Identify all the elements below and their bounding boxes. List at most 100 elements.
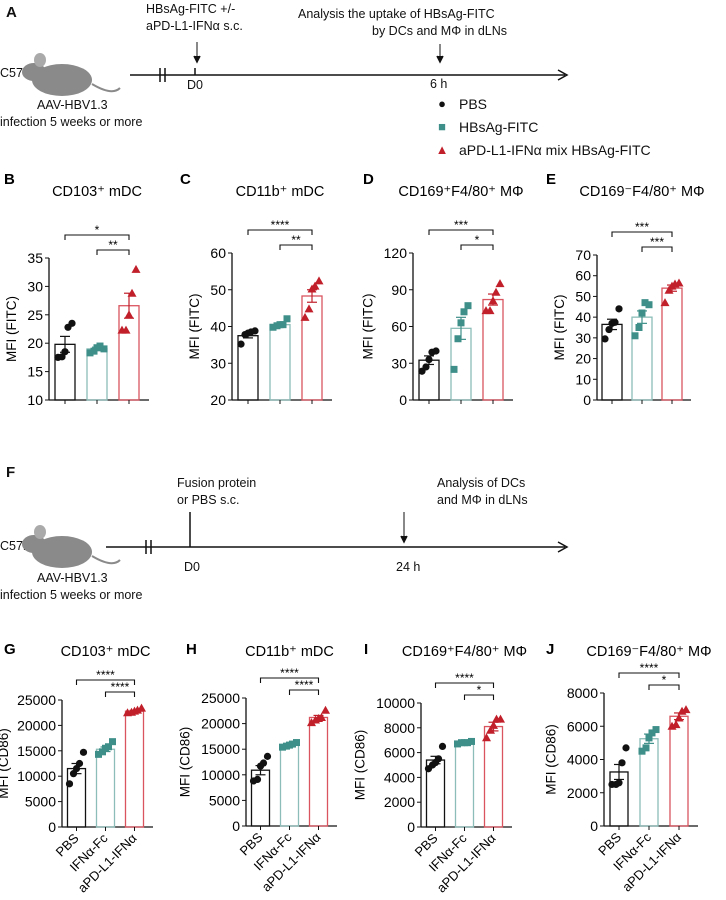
data-point xyxy=(674,713,684,722)
y-tick-label: 15 xyxy=(27,364,43,380)
data-point xyxy=(422,363,430,371)
panel-letter: I xyxy=(364,641,368,658)
data-point xyxy=(642,744,650,752)
y-tick-label: 30 xyxy=(575,330,591,346)
y-tick-label: 5000 xyxy=(25,794,56,810)
y-tick-label: 40 xyxy=(210,319,226,335)
data-point xyxy=(464,739,471,747)
data-point xyxy=(601,335,609,343)
infection-label-a: infection 5 weeks or more xyxy=(0,115,143,129)
y-tick-label: 30 xyxy=(27,278,43,294)
y-axis-label: MFI (FITC) xyxy=(552,295,567,361)
data-point xyxy=(100,345,108,353)
circle-marker-icon: ● xyxy=(438,96,446,111)
bar xyxy=(279,744,300,827)
data-point xyxy=(645,734,653,742)
y-tick-label: 60 xyxy=(210,245,226,261)
data-point xyxy=(496,714,505,723)
y-tick-label: 50 xyxy=(210,282,226,298)
data-point xyxy=(611,318,619,326)
square-marker-icon: ■ xyxy=(438,119,446,134)
legend-label: aPD-L1-IFNα mix HBsAg-FITC xyxy=(459,142,651,158)
significance-label: *** xyxy=(454,218,468,232)
data-point xyxy=(671,720,681,729)
chart-title: CD169⁻F4/80⁺ MΦ xyxy=(586,644,711,660)
data-point xyxy=(124,310,134,319)
y-tick-label: 25000 xyxy=(17,692,56,708)
y-tick-label: 35 xyxy=(27,250,43,266)
data-point xyxy=(314,276,324,285)
significance-bracket xyxy=(96,249,130,255)
data-point xyxy=(269,323,277,331)
legend-item-apdl1: ▲ aPD-L1-IFNα mix HBsAg-FITC xyxy=(435,142,651,158)
analysis-label-f-2: and MΦ in dLNs xyxy=(437,493,528,507)
data-point xyxy=(61,348,69,356)
panel-letter: B xyxy=(4,171,15,188)
data-point xyxy=(622,744,630,752)
timepoint-24h-f: 24 h xyxy=(396,560,421,574)
significance-label: *** xyxy=(635,220,649,234)
significance-label: * xyxy=(477,683,482,697)
data-point xyxy=(304,304,314,313)
bar xyxy=(454,742,475,828)
data-point xyxy=(79,748,88,756)
chart-panel-e: E CD169⁻F4/80⁺ MΦ 0 10 20 30 40 50 60 70 MFI (FITC… xyxy=(546,171,705,408)
panel-letter: H xyxy=(186,641,197,658)
significance-label: **** xyxy=(295,678,314,692)
significance-bracket xyxy=(434,682,495,688)
significance-label: **** xyxy=(111,680,130,694)
data-point xyxy=(137,703,146,712)
chart-panel-c: C CD11b⁺ mDC 20 30 40 50 60 MFI (FITC) ****** xyxy=(180,171,332,408)
bar xyxy=(483,725,504,828)
panel-letter: D xyxy=(363,171,374,188)
analysis-label-a-1: Analysis the uptake of HBsAg-FITC xyxy=(298,7,495,21)
bar xyxy=(269,324,291,401)
chart-panel-i: I CD169⁺F4/80⁺ MΦ 0 2000 4000 6000 8000 10000 MF… xyxy=(353,641,528,895)
bar xyxy=(86,348,108,401)
panel-letter: J xyxy=(546,641,554,658)
data-point xyxy=(283,315,291,323)
data-point xyxy=(648,729,656,737)
infection-label-f: infection 5 weeks or more xyxy=(0,588,143,602)
chart-title: CD11b⁺ mDC xyxy=(245,644,334,660)
significance-label: * xyxy=(475,233,480,247)
chart-panel-h: H CD11b⁺ mDC 0 5000 10000 15000 20000 25000 MFI … xyxy=(178,641,337,894)
data-point xyxy=(263,752,272,760)
y-tick-label: 25 xyxy=(27,307,43,323)
data-point xyxy=(491,287,501,296)
data-point xyxy=(131,264,141,273)
data-point xyxy=(464,302,472,310)
chart-title: CD169⁺F4/80⁺ MΦ xyxy=(398,184,523,200)
significance-label: **** xyxy=(96,668,115,682)
significance-bracket xyxy=(247,229,313,235)
y-tick-label: 10 xyxy=(575,371,591,387)
timepoint-6h-a: 6 h xyxy=(430,77,448,91)
data-point xyxy=(133,705,142,714)
data-point xyxy=(434,755,443,763)
data-point xyxy=(615,779,623,787)
timepoint-d0-a: D0 xyxy=(187,78,203,92)
data-point xyxy=(454,335,462,343)
data-point xyxy=(75,759,84,768)
significance-bracket xyxy=(288,689,320,695)
data-point xyxy=(631,332,639,340)
significance-label: ** xyxy=(108,238,118,252)
y-tick-label: 5000 xyxy=(209,792,240,808)
data-point xyxy=(482,733,491,742)
data-point xyxy=(121,325,131,334)
y-axis-label: MFI (CD86) xyxy=(0,728,11,799)
y-tick-label: 4000 xyxy=(567,752,598,768)
legend-label: PBS xyxy=(459,96,488,112)
data-point xyxy=(289,740,296,748)
data-point xyxy=(460,308,468,316)
y-tick-label: 8000 xyxy=(567,685,598,701)
y-axis-label: MFI (FITC) xyxy=(187,294,202,360)
data-point xyxy=(674,278,684,287)
data-point xyxy=(317,712,326,721)
chart-title: CD103⁺ mDC xyxy=(61,644,151,660)
data-point xyxy=(486,725,495,734)
y-tick-label: 0 xyxy=(48,819,56,835)
y-tick-label: 70 xyxy=(575,247,591,263)
